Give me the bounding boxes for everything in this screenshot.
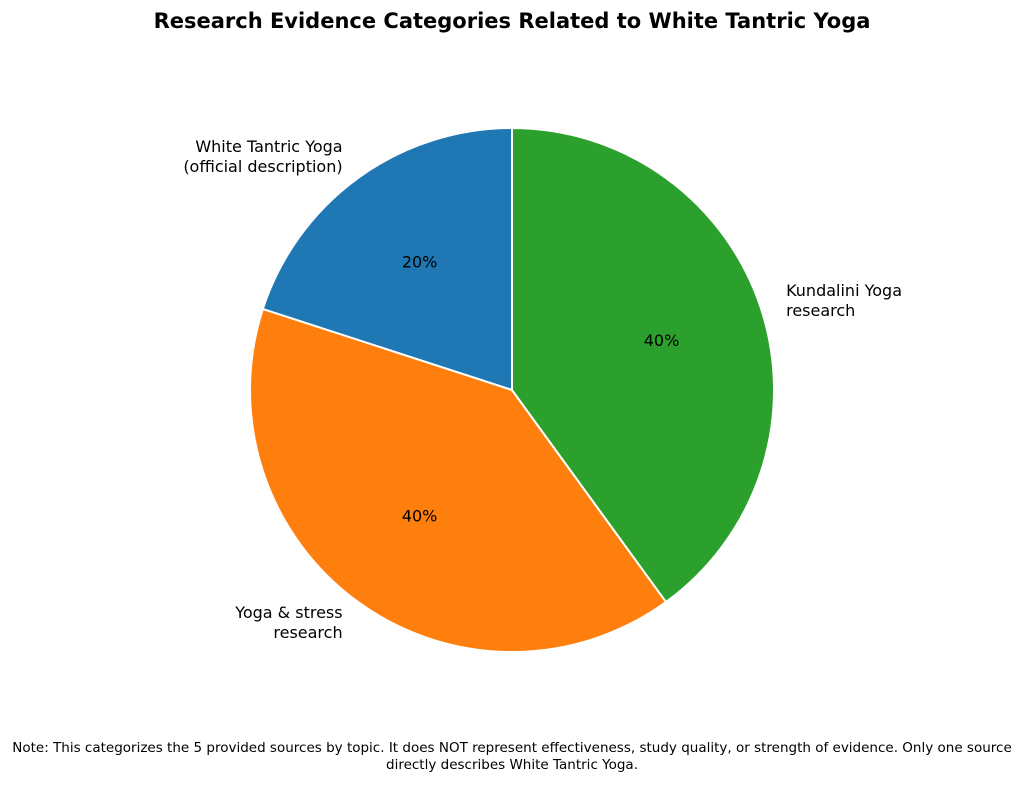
percent-label: 40% (644, 331, 680, 350)
pie-slice (261, 127, 513, 391)
slice-label: Kundalini Yoga research (786, 280, 902, 319)
pie-slice (511, 127, 775, 603)
percent-label: 20% (402, 252, 438, 271)
note: Note: This categorizes the 5 provided so… (12, 740, 1012, 773)
chart-title: Research Evidence Categories Related to … (154, 9, 871, 33)
slice-label: Yoga & stress research (234, 603, 342, 642)
slice-label: White Tantric Yoga (official description) (183, 136, 342, 175)
chart: Research Evidence Categories Related to … (154, 9, 902, 653)
pie-slice (249, 308, 667, 653)
percent-label: 40% (402, 507, 438, 526)
